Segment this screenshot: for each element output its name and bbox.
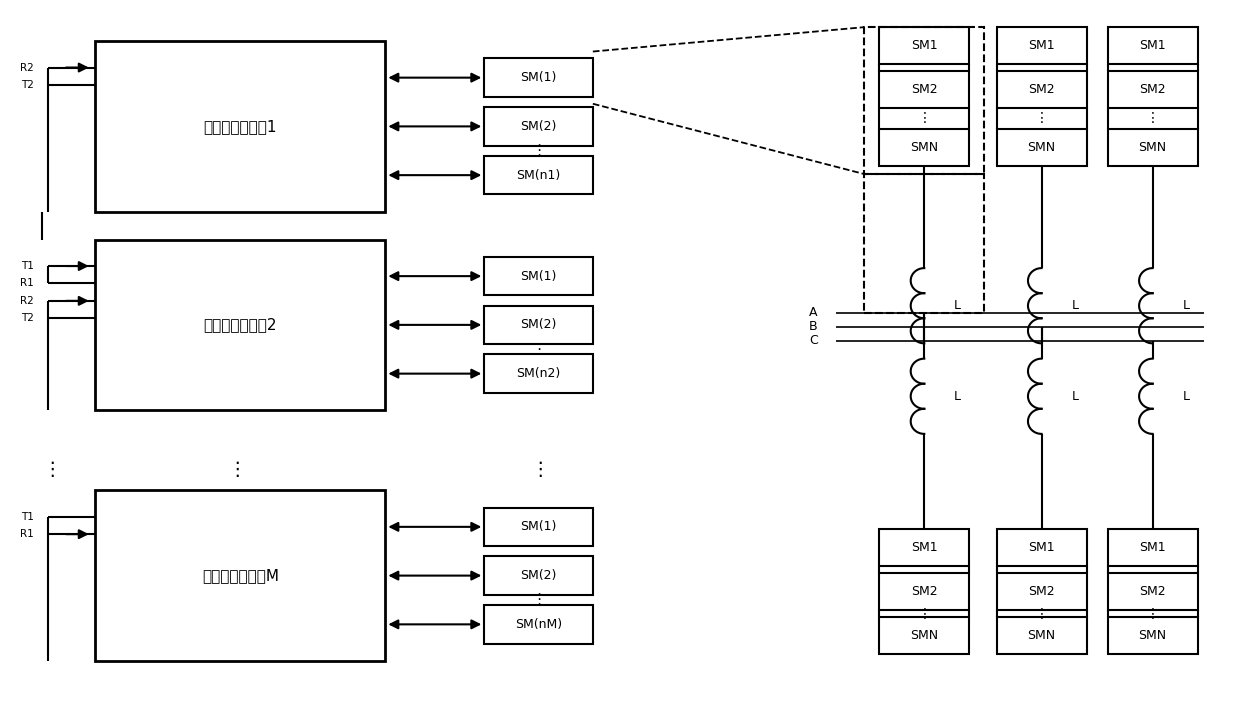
FancyBboxPatch shape bbox=[879, 71, 970, 108]
FancyBboxPatch shape bbox=[484, 257, 593, 296]
Text: R1: R1 bbox=[20, 529, 33, 539]
Text: 换流器控制装置M: 换流器控制装置M bbox=[202, 568, 279, 583]
FancyBboxPatch shape bbox=[879, 573, 970, 610]
Text: SM(2): SM(2) bbox=[521, 569, 557, 582]
FancyBboxPatch shape bbox=[1107, 129, 1198, 166]
Text: SM(2): SM(2) bbox=[521, 120, 557, 133]
FancyBboxPatch shape bbox=[484, 306, 593, 344]
Text: R2: R2 bbox=[20, 296, 33, 306]
Text: B: B bbox=[808, 320, 817, 333]
Text: SM2: SM2 bbox=[1140, 83, 1166, 96]
Text: SM(2): SM(2) bbox=[521, 319, 557, 331]
FancyBboxPatch shape bbox=[997, 529, 1086, 567]
Text: SM(nM): SM(nM) bbox=[515, 618, 562, 631]
Text: SM1: SM1 bbox=[1028, 541, 1055, 555]
Text: SM1: SM1 bbox=[1140, 39, 1166, 52]
Text: SM(n2): SM(n2) bbox=[516, 367, 560, 380]
Text: ⋮: ⋮ bbox=[918, 112, 931, 126]
Text: T1: T1 bbox=[21, 512, 33, 522]
Text: R1: R1 bbox=[20, 279, 33, 289]
Text: ⋮: ⋮ bbox=[42, 460, 62, 479]
FancyBboxPatch shape bbox=[879, 617, 970, 654]
Text: SM(1): SM(1) bbox=[521, 520, 557, 534]
FancyBboxPatch shape bbox=[997, 573, 1086, 610]
Text: T2: T2 bbox=[21, 80, 33, 90]
Text: T2: T2 bbox=[21, 313, 33, 323]
FancyBboxPatch shape bbox=[95, 490, 386, 661]
Text: SM1: SM1 bbox=[1140, 541, 1166, 555]
Text: SMN: SMN bbox=[910, 141, 939, 154]
Text: ⋮: ⋮ bbox=[1146, 607, 1159, 621]
Text: SMN: SMN bbox=[1138, 141, 1167, 154]
FancyBboxPatch shape bbox=[997, 27, 1086, 64]
Text: SM2: SM2 bbox=[1028, 585, 1055, 598]
Text: L: L bbox=[954, 390, 961, 403]
Text: ⋮: ⋮ bbox=[529, 460, 549, 479]
Text: L: L bbox=[1071, 299, 1079, 312]
Text: ⋮: ⋮ bbox=[228, 460, 247, 479]
Text: ⋮: ⋮ bbox=[531, 143, 546, 158]
FancyBboxPatch shape bbox=[1107, 573, 1198, 610]
Text: SM2: SM2 bbox=[1140, 585, 1166, 598]
FancyBboxPatch shape bbox=[484, 58, 593, 97]
FancyBboxPatch shape bbox=[879, 27, 970, 64]
Text: SMN: SMN bbox=[1028, 629, 1055, 642]
Text: ⋮: ⋮ bbox=[918, 607, 931, 621]
Text: C: C bbox=[808, 334, 817, 347]
FancyBboxPatch shape bbox=[484, 557, 593, 595]
FancyBboxPatch shape bbox=[1107, 617, 1198, 654]
Text: L: L bbox=[1183, 390, 1189, 403]
Text: SM(1): SM(1) bbox=[521, 71, 557, 84]
FancyBboxPatch shape bbox=[484, 605, 593, 644]
FancyBboxPatch shape bbox=[95, 239, 386, 410]
Text: SM(n1): SM(n1) bbox=[516, 168, 560, 182]
Text: SM1: SM1 bbox=[911, 541, 937, 555]
Text: L: L bbox=[1071, 390, 1079, 403]
Text: ⋮: ⋮ bbox=[1034, 607, 1049, 621]
Text: SM(1): SM(1) bbox=[521, 270, 557, 283]
FancyBboxPatch shape bbox=[484, 156, 593, 194]
Text: SMN: SMN bbox=[1138, 629, 1167, 642]
Text: ⋮: ⋮ bbox=[531, 592, 546, 607]
FancyBboxPatch shape bbox=[1107, 27, 1198, 64]
FancyBboxPatch shape bbox=[879, 129, 970, 166]
FancyBboxPatch shape bbox=[95, 41, 386, 212]
Text: L: L bbox=[954, 299, 961, 312]
Text: T1: T1 bbox=[21, 261, 33, 271]
Text: R2: R2 bbox=[20, 62, 33, 72]
FancyBboxPatch shape bbox=[879, 529, 970, 567]
FancyBboxPatch shape bbox=[997, 71, 1086, 108]
Text: ⋮: ⋮ bbox=[1146, 112, 1159, 126]
Text: SM2: SM2 bbox=[911, 83, 937, 96]
Text: SM1: SM1 bbox=[1028, 39, 1055, 52]
Text: 换流器控制装置2: 换流器控制装置2 bbox=[203, 317, 278, 332]
FancyBboxPatch shape bbox=[484, 107, 593, 145]
Text: SMN: SMN bbox=[1028, 141, 1055, 154]
Text: SM1: SM1 bbox=[911, 39, 937, 52]
FancyBboxPatch shape bbox=[484, 355, 593, 393]
FancyBboxPatch shape bbox=[1107, 529, 1198, 567]
Text: ⋮: ⋮ bbox=[1034, 112, 1049, 126]
FancyBboxPatch shape bbox=[484, 508, 593, 546]
Text: SM2: SM2 bbox=[911, 585, 937, 598]
FancyBboxPatch shape bbox=[1107, 71, 1198, 108]
Text: A: A bbox=[808, 306, 817, 319]
Text: ⋮: ⋮ bbox=[531, 342, 546, 357]
Text: SMN: SMN bbox=[910, 629, 939, 642]
Text: L: L bbox=[1183, 299, 1189, 312]
FancyBboxPatch shape bbox=[997, 129, 1086, 166]
FancyBboxPatch shape bbox=[997, 617, 1086, 654]
Text: 换流器控制装置1: 换流器控制装置1 bbox=[203, 119, 278, 134]
Text: SM2: SM2 bbox=[1028, 83, 1055, 96]
